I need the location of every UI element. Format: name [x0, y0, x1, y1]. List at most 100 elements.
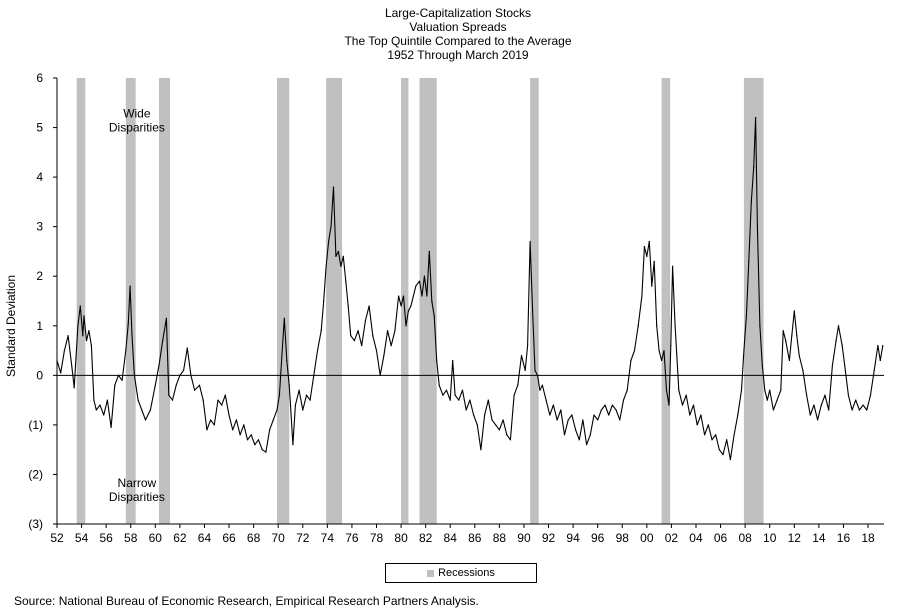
- data-point-0-245: [844, 364, 846, 367]
- x-tick-label-22: 96: [591, 531, 605, 545]
- recession-band-9: [743, 78, 764, 524]
- data-point-0-124: [452, 359, 454, 362]
- recession-band-8: [661, 78, 671, 524]
- x-tick-label-17: 86: [468, 531, 482, 545]
- data-point-0-126: [458, 399, 460, 401]
- data-point-0-26: [133, 374, 136, 376]
- data-point-0-243: [837, 325, 840, 327]
- x-tick-label-33: 18: [861, 531, 875, 545]
- data-point-0-24: [129, 285, 131, 287]
- chart-title: Large-Capitalization Stocks Valuation Sp…: [0, 6, 906, 62]
- data-point-0-248: [855, 399, 857, 401]
- data-point-0-41: [190, 374, 192, 376]
- data-point-0-20: [117, 374, 120, 376]
- data-point-0-164: [589, 434, 591, 436]
- data-point-0-175: [630, 359, 632, 362]
- data-point-0-188: [665, 389, 668, 391]
- data-point-0-122: [445, 389, 448, 391]
- x-tick-label-0: 52: [50, 531, 64, 545]
- x-tick-label-10: 72: [296, 531, 310, 545]
- data-point-0-230: [793, 310, 795, 312]
- x-tick-label-15: 82: [419, 531, 433, 545]
- data-point-0-113: [421, 295, 423, 297]
- data-point-0-44: [202, 399, 204, 401]
- data-point-0-54: [239, 434, 241, 436]
- x-tick-label-26: 04: [689, 531, 703, 545]
- data-point-0-173: [622, 399, 625, 401]
- data-point-0-106: [402, 295, 405, 297]
- data-point-0-78: [316, 349, 319, 352]
- data-point-0-132: [480, 449, 482, 451]
- data-point-0-77: [313, 374, 315, 376]
- data-point-0-229: [791, 335, 793, 337]
- recession-band-5: [401, 78, 409, 524]
- data-point-0-133: [484, 414, 486, 416]
- data-point-0-174: [626, 389, 628, 391]
- x-tick-label-32: 16: [837, 531, 851, 545]
- data-point-0-12: [90, 345, 93, 347]
- data-point-0-216: [754, 117, 757, 119]
- data-point-0-244: [841, 345, 843, 347]
- data-point-0-79: [320, 330, 322, 332]
- data-point-0-182: [651, 285, 653, 287]
- data-point-0-65: [278, 394, 281, 396]
- data-point-0-146: [529, 240, 531, 243]
- data-point-0-214: [750, 201, 752, 203]
- title-line-3: The Top Quintile Compared to the Average: [344, 34, 572, 48]
- data-point-0-148: [534, 369, 536, 371]
- data-point-0-225: [780, 389, 782, 391]
- x-tick-label-13: 78: [370, 531, 384, 545]
- data-point-0-153: [549, 414, 551, 416]
- data-point-0-104: [398, 295, 400, 297]
- y-tick-label-1: 5: [36, 121, 43, 135]
- data-point-0-162: [582, 419, 584, 421]
- data-point-0-131: [476, 424, 478, 426]
- annotation-1-line-1: Disparities: [109, 490, 165, 504]
- data-point-0-137: [498, 429, 500, 431]
- legend-label: Recessions: [438, 567, 495, 579]
- data-point-0-179: [643, 245, 645, 248]
- data-point-0-184: [656, 325, 658, 327]
- recession-band-4: [326, 78, 343, 524]
- data-point-0-74: [302, 409, 304, 411]
- data-point-0-237: [817, 419, 819, 421]
- x-tick-label-28: 08: [738, 531, 752, 545]
- data-point-0-149: [536, 374, 539, 376]
- data-point-0-87: [340, 265, 342, 267]
- data-point-0-180: [646, 255, 648, 257]
- data-point-0-192: [674, 325, 676, 327]
- data-point-0-206: [726, 439, 728, 441]
- data-point-0-33: [162, 340, 164, 342]
- data-point-0-70: [289, 404, 292, 406]
- data-point-0-166: [597, 419, 599, 421]
- data-point-0-252: [869, 394, 872, 396]
- data-point-0-134: [487, 399, 489, 401]
- data-point-0-226: [782, 330, 784, 332]
- data-point-0-49: [221, 404, 223, 406]
- data-point-0-89: [345, 280, 347, 282]
- data-point-0-22: [125, 349, 127, 352]
- data-point-0-247: [851, 409, 853, 411]
- data-point-0-15: [99, 404, 101, 406]
- data-point-0-193: [678, 389, 680, 391]
- data-point-0-242: [835, 340, 837, 342]
- y-tick-label-5: 1: [36, 319, 43, 333]
- data-point-0-157: [563, 434, 566, 436]
- data-point-0-38: [179, 374, 181, 376]
- data-point-0-31: [154, 384, 156, 386]
- data-point-0-195: [685, 394, 687, 396]
- data-point-0-10: [85, 340, 88, 342]
- data-point-0-240: [828, 409, 830, 411]
- data-point-0-221: [766, 399, 768, 401]
- data-point-0-255: [879, 359, 881, 362]
- data-point-0-194: [681, 404, 684, 406]
- x-tick-label-30: 12: [788, 531, 802, 545]
- data-point-0-76: [309, 399, 311, 401]
- recession-band-6: [419, 78, 437, 524]
- data-point-0-150: [539, 389, 541, 391]
- data-point-0-207: [729, 458, 731, 461]
- series-layer: [56, 117, 884, 461]
- data-point-0-185: [658, 349, 660, 352]
- data-point-0-246: [847, 394, 849, 396]
